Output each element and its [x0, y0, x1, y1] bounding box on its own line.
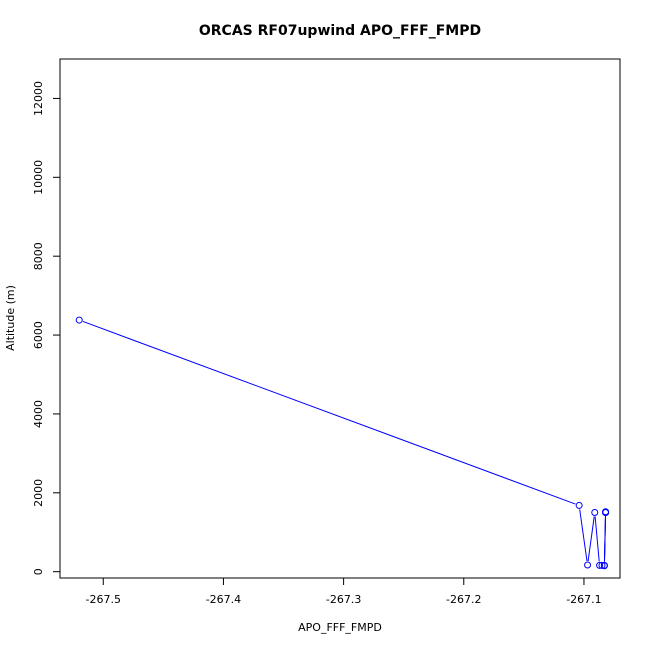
- data-point: [591, 509, 599, 517]
- series-segment: [594, 516, 600, 562]
- x-axis-label: APO_FFF_FMPD: [298, 621, 382, 634]
- x-tick-label: -267.2: [446, 593, 481, 606]
- data-point: [575, 501, 583, 509]
- data-point: [600, 561, 608, 569]
- y-tick-label: 12000: [32, 81, 45, 116]
- y-tick-label: 0: [32, 568, 45, 575]
- series-segment: [579, 509, 588, 562]
- x-tick-label: -267.5: [86, 593, 121, 606]
- y-tick-label: 8000: [32, 242, 45, 270]
- data-point: [584, 561, 592, 569]
- series-segment: [82, 320, 576, 505]
- data-point: [75, 316, 83, 324]
- y-axis-label: Altitude (m): [4, 285, 17, 351]
- series-segment: [603, 516, 606, 562]
- x-axis: -267.5 -267.4 -267.3 -267.2 -267.1: [86, 577, 602, 606]
- y-axis: 0 2000 4000 6000 8000 10000 12000: [32, 81, 61, 575]
- series-layer: [75, 316, 610, 570]
- x-tick-label: -267.1: [566, 593, 601, 606]
- y-tick-label: 6000: [32, 321, 45, 349]
- x-tick-label: -267.3: [326, 593, 361, 606]
- y-tick-label: 4000: [32, 400, 45, 428]
- data-point: [598, 561, 606, 569]
- data-point: [602, 509, 610, 517]
- chart-title: ORCAS RF07upwind APO_FFF_FMPD: [199, 23, 481, 39]
- y-tick-label: 2000: [32, 479, 45, 507]
- x-tick-label: -267.4: [206, 593, 241, 606]
- y-tick-label: 10000: [32, 160, 45, 195]
- data-point: [596, 561, 604, 569]
- series-segment: [587, 516, 595, 562]
